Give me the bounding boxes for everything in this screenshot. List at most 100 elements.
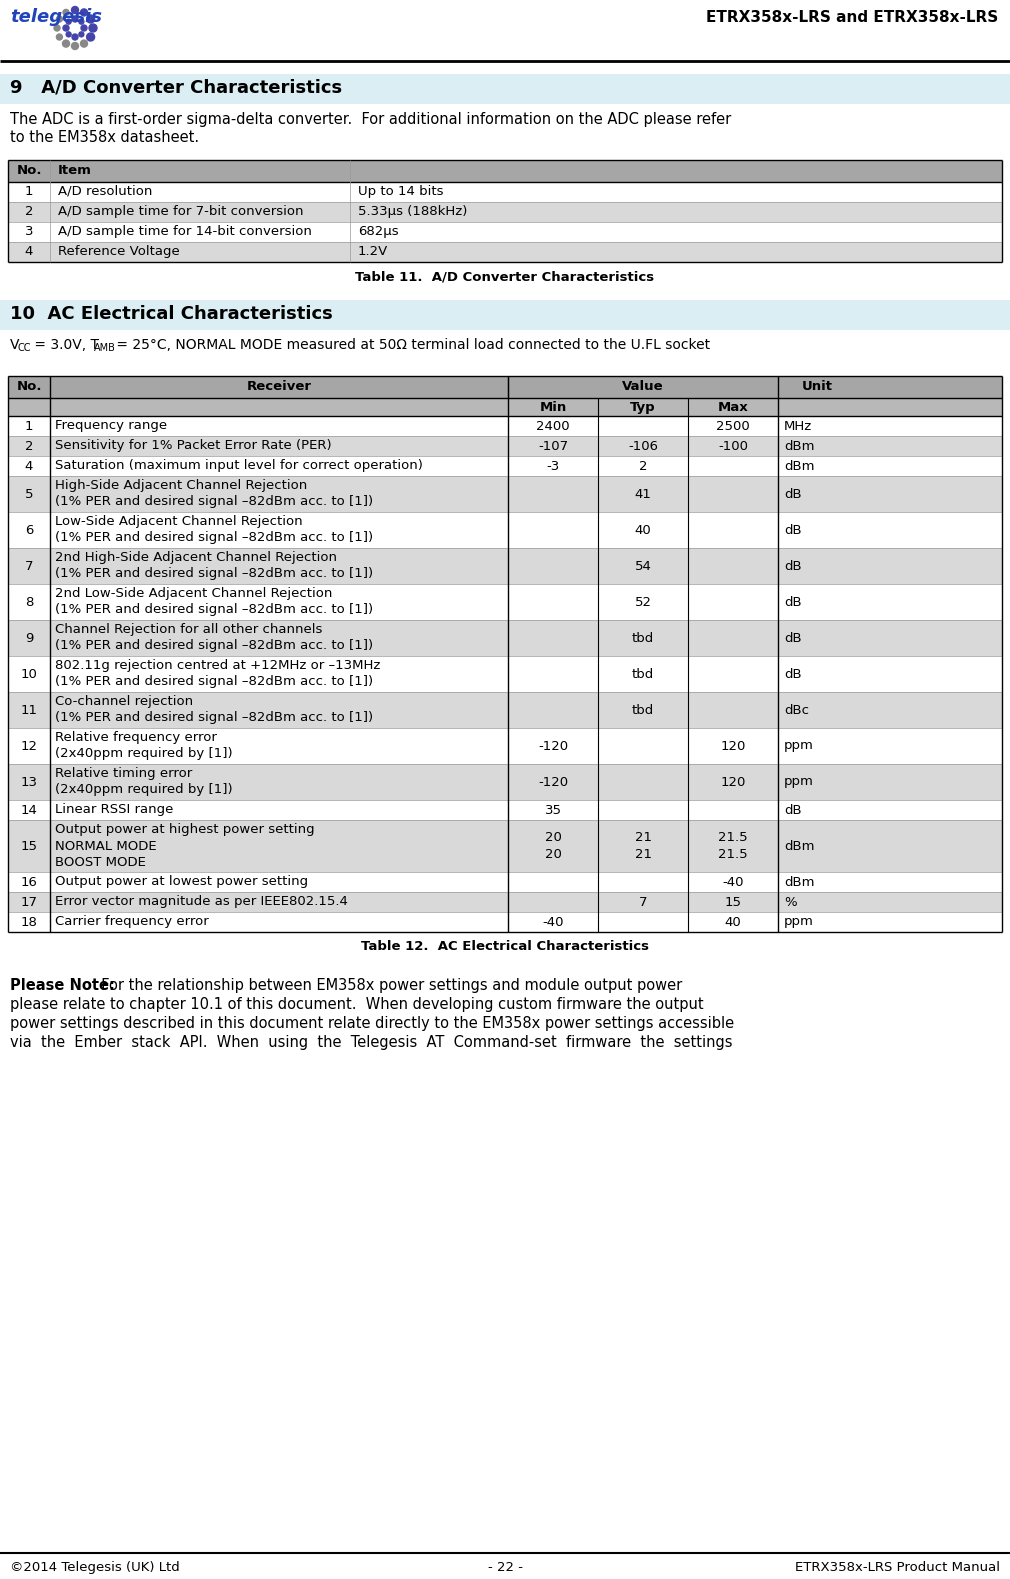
Text: Reference Voltage: Reference Voltage: [58, 245, 180, 257]
Circle shape: [63, 25, 69, 32]
Bar: [8, 376, 1002, 398]
Text: MHz: MHz: [784, 420, 812, 433]
Text: -100: -100: [718, 439, 748, 453]
Text: 10: 10: [20, 668, 37, 681]
Text: dB: dB: [784, 595, 802, 608]
Text: 2nd Low-Side Adjacent Channel Rejection
(1% PER and desired signal –82dBm acc. t: 2nd Low-Side Adjacent Channel Rejection …: [55, 587, 373, 616]
Text: -120: -120: [538, 775, 568, 788]
Text: Output power at highest power setting
NORMAL MODE
BOOST MODE: Output power at highest power setting NO…: [55, 823, 315, 868]
Text: The ADC is a first-order sigma-delta converter.  For additional information on t: The ADC is a first-order sigma-delta con…: [10, 112, 731, 126]
Text: dB: dB: [784, 488, 802, 501]
Text: 11: 11: [20, 704, 37, 717]
Circle shape: [79, 32, 84, 36]
Text: 16: 16: [20, 875, 37, 889]
Circle shape: [72, 6, 79, 14]
Circle shape: [81, 25, 87, 32]
Bar: [8, 764, 1002, 801]
Text: 120: 120: [720, 775, 745, 788]
Text: Table 12.  AC Electrical Characteristics: Table 12. AC Electrical Characteristics: [361, 940, 649, 954]
Text: Relative frequency error
(2x40ppm required by [1]): Relative frequency error (2x40ppm requir…: [55, 731, 232, 761]
Text: -3: -3: [546, 459, 560, 472]
Bar: [8, 655, 1002, 692]
Text: 54: 54: [634, 559, 651, 573]
Text: Item: Item: [58, 164, 92, 177]
Text: Typ: Typ: [630, 401, 655, 414]
Text: telegesis: telegesis: [10, 8, 102, 25]
Text: Please Note:: Please Note:: [10, 977, 115, 993]
Text: 7: 7: [638, 895, 647, 908]
Text: tbd: tbd: [632, 668, 654, 681]
Text: Frequency range: Frequency range: [55, 418, 167, 433]
Text: 1: 1: [25, 420, 33, 433]
Text: No.: No.: [16, 164, 41, 177]
Circle shape: [66, 32, 71, 36]
Bar: [8, 475, 1002, 512]
Bar: [0, 74, 1010, 104]
Circle shape: [72, 16, 78, 22]
Circle shape: [81, 9, 88, 16]
Text: 5.33μs (188kHz): 5.33μs (188kHz): [358, 205, 468, 218]
Bar: [8, 801, 1002, 820]
Text: dBm: dBm: [784, 459, 814, 472]
Text: 5: 5: [25, 488, 33, 501]
Bar: [8, 242, 1002, 262]
Text: 1: 1: [25, 185, 33, 197]
Text: ppm: ppm: [784, 739, 814, 753]
Text: Max: Max: [718, 401, 748, 414]
Text: 12: 12: [20, 739, 37, 753]
Text: ©2014 Telegesis (UK) Ltd: ©2014 Telegesis (UK) Ltd: [10, 1562, 180, 1574]
Bar: [8, 202, 1002, 223]
Bar: [8, 692, 1002, 728]
Text: Carrier frequency error: Carrier frequency error: [55, 914, 209, 928]
Text: dB: dB: [784, 559, 802, 573]
Text: dB: dB: [784, 804, 802, 816]
Text: For the relationship between EM358x power settings and module output power: For the relationship between EM358x powe…: [92, 977, 682, 993]
Bar: [0, 0, 1010, 62]
Bar: [8, 548, 1002, 584]
Text: High-Side Adjacent Channel Rejection
(1% PER and desired signal –82dBm acc. to [: High-Side Adjacent Channel Rejection (1%…: [55, 478, 373, 508]
Text: = 3.0V, T: = 3.0V, T: [30, 338, 99, 352]
Text: ppm: ppm: [784, 775, 814, 788]
Text: %: %: [784, 895, 797, 908]
Text: dBm: dBm: [784, 875, 814, 889]
Text: 2nd High-Side Adjacent Channel Rejection
(1% PER and desired signal –82dBm acc. : 2nd High-Side Adjacent Channel Rejection…: [55, 551, 373, 581]
Circle shape: [72, 35, 78, 39]
Text: 13: 13: [20, 775, 37, 788]
Text: Saturation (maximum input level for correct operation): Saturation (maximum input level for corr…: [55, 459, 423, 472]
Text: -40: -40: [722, 875, 743, 889]
Text: dBm: dBm: [784, 439, 814, 453]
Text: = 25°C, NORMAL MODE measured at 50Ω terminal load connected to the U.FL socket: = 25°C, NORMAL MODE measured at 50Ω term…: [112, 338, 710, 352]
Text: Value: Value: [622, 381, 664, 393]
Text: 14: 14: [20, 804, 37, 816]
Text: Output power at lowest power setting: Output power at lowest power setting: [55, 875, 308, 887]
Text: Receiver: Receiver: [246, 381, 311, 393]
Text: A/D resolution: A/D resolution: [58, 185, 153, 197]
Circle shape: [87, 14, 95, 24]
Text: AMB: AMB: [94, 343, 116, 354]
Text: ppm: ppm: [784, 916, 814, 928]
Bar: [8, 820, 1002, 872]
Bar: [8, 415, 1002, 436]
Text: 7: 7: [25, 559, 33, 573]
Bar: [8, 456, 1002, 475]
Circle shape: [89, 24, 97, 32]
Text: ETRX358x-LRS Product Manual: ETRX358x-LRS Product Manual: [795, 1562, 1000, 1574]
Text: Sensitivity for 1% Packet Error Rate (PER): Sensitivity for 1% Packet Error Rate (PE…: [55, 439, 331, 452]
Circle shape: [79, 19, 84, 24]
Text: 40: 40: [724, 916, 741, 928]
Bar: [8, 913, 1002, 932]
Text: A/D sample time for 7-bit conversion: A/D sample time for 7-bit conversion: [58, 205, 303, 218]
Bar: [8, 436, 1002, 456]
Text: dBc: dBc: [784, 704, 809, 717]
Text: 15: 15: [724, 895, 741, 908]
Text: please relate to chapter 10.1 of this document.  When developing custom firmware: please relate to chapter 10.1 of this do…: [10, 996, 704, 1012]
Bar: [8, 621, 1002, 655]
Text: 1.2V: 1.2V: [358, 245, 388, 257]
Text: 6: 6: [25, 524, 33, 537]
Text: Table 11.  A/D Converter Characteristics: Table 11. A/D Converter Characteristics: [356, 270, 654, 283]
Text: via  the  Ember  stack  API.  When  using  the  Telegesis  AT  Command-set  firm: via the Ember stack API. When using the …: [10, 1034, 732, 1050]
Text: 8: 8: [25, 595, 33, 608]
Text: Low-Side Adjacent Channel Rejection
(1% PER and desired signal –82dBm acc. to [1: Low-Side Adjacent Channel Rejection (1% …: [55, 515, 373, 545]
Text: 802.11g rejection centred at +12MHz or –13MHz
(1% PER and desired signal –82dBm : 802.11g rejection centred at +12MHz or –…: [55, 658, 381, 688]
Circle shape: [63, 9, 69, 16]
